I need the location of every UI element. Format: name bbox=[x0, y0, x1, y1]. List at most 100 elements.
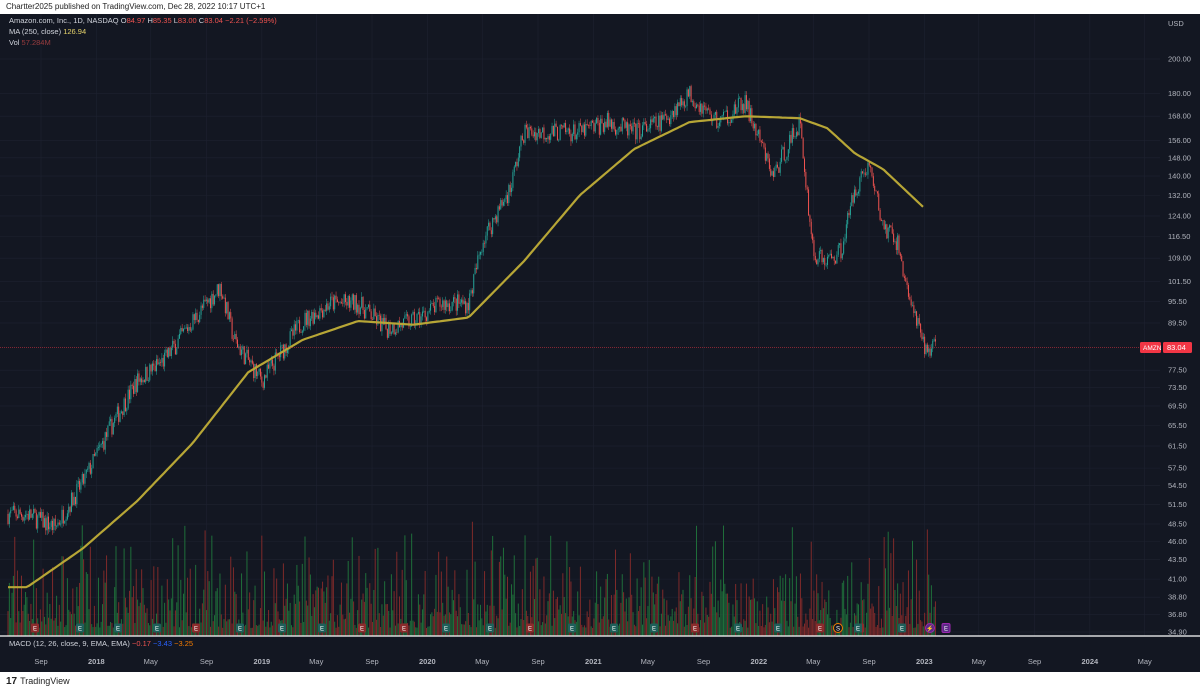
brand-text[interactable]: TradingView bbox=[20, 676, 70, 686]
legend-volume[interactable]: Vol 57.284M bbox=[9, 38, 51, 47]
event-marker-12[interactable]: E bbox=[526, 623, 534, 633]
volume-bar-229 bbox=[316, 586, 318, 636]
candle-222 bbox=[307, 310, 309, 330]
candle-675 bbox=[918, 313, 920, 326]
candle-322 bbox=[442, 297, 444, 310]
price-axis[interactable]: 200.00 180.00 168.00 156.00 148.00 140.00 132.… bbox=[1140, 19, 1192, 637]
chart-area[interactable]: EEEEEEEEEEEEEEEEEEEEESEE⚡E 200.00180.001… bbox=[0, 14, 1200, 672]
price-chart[interactable]: EEEEEEEEEEEEEEEEEEEEESEE⚡E 200.00180.001… bbox=[0, 14, 1200, 672]
event-marker-4[interactable]: E bbox=[192, 623, 200, 633]
volume-bar-279 bbox=[384, 581, 386, 636]
tradingview-logo-icon[interactable]: 17 bbox=[6, 676, 18, 687]
price-tick-1: 180.00 bbox=[1168, 89, 1191, 98]
candle-371 bbox=[508, 183, 510, 207]
volume-bar-136 bbox=[191, 627, 193, 636]
event-marker-10[interactable]: E bbox=[442, 623, 450, 633]
volume-bar-463 bbox=[632, 612, 634, 636]
legend-ma[interactable]: MA (250, close) 126.94 bbox=[9, 27, 86, 36]
volume-bar-114 bbox=[161, 585, 163, 636]
event-marker-11[interactable]: E bbox=[486, 623, 494, 633]
event-marker-23[interactable]: E bbox=[898, 623, 906, 633]
candle-677 bbox=[921, 329, 923, 341]
event-marker-8[interactable]: E bbox=[358, 623, 366, 633]
volume-bar-363 bbox=[497, 618, 499, 636]
volume-bar-340 bbox=[466, 569, 468, 636]
volume-bar-486 bbox=[663, 598, 665, 636]
candle-51 bbox=[76, 480, 78, 509]
candle-236 bbox=[326, 298, 328, 315]
candle-416 bbox=[569, 124, 571, 137]
candle-73 bbox=[106, 427, 108, 441]
volume-bar-314 bbox=[431, 612, 433, 636]
event-marker-18[interactable]: E bbox=[774, 623, 782, 633]
event-marker-9[interactable]: E bbox=[400, 623, 408, 633]
candle-297 bbox=[408, 314, 410, 329]
price-tick-6: 132.00 bbox=[1168, 191, 1191, 200]
event-marker-19[interactable]: E bbox=[816, 623, 824, 633]
event-marker-6[interactable]: E bbox=[278, 623, 286, 633]
event-marker-2[interactable]: E bbox=[114, 623, 122, 633]
event-marker-7[interactable]: E bbox=[318, 623, 326, 633]
candle-323 bbox=[443, 299, 445, 314]
candle-329 bbox=[451, 301, 453, 312]
volume-bar-553 bbox=[754, 598, 756, 636]
candle-29 bbox=[46, 511, 48, 536]
candle-647 bbox=[880, 218, 882, 222]
volume-bar-316 bbox=[434, 608, 436, 636]
candle-680 bbox=[925, 343, 927, 356]
volume-bar-70 bbox=[102, 604, 103, 636]
volume-bar-63 bbox=[92, 627, 94, 636]
candle-137 bbox=[192, 312, 194, 331]
price-tick-26: 36.80 bbox=[1168, 610, 1187, 619]
event-marker-0[interactable]: E bbox=[31, 623, 39, 633]
candle-608 bbox=[828, 254, 830, 259]
volume-bar-100 bbox=[142, 588, 144, 636]
event-marker-25[interactable]: E bbox=[941, 623, 951, 633]
volume-bar-383 bbox=[524, 535, 526, 636]
event-marker-1[interactable]: E bbox=[76, 623, 84, 633]
event-marker-17[interactable]: E bbox=[734, 623, 742, 633]
volume-bar-139 bbox=[195, 564, 197, 636]
volume-bar-120 bbox=[169, 610, 171, 636]
volume-bar-354 bbox=[485, 611, 487, 636]
candle-678 bbox=[922, 332, 924, 343]
candle-378 bbox=[517, 153, 519, 168]
volume-bar-582 bbox=[793, 626, 795, 636]
candle-103 bbox=[146, 366, 148, 382]
candle-664 bbox=[903, 273, 905, 281]
candle-74 bbox=[107, 424, 109, 441]
event-marker-21[interactable]: S bbox=[833, 623, 843, 633]
event-marker-15[interactable]: E bbox=[650, 623, 658, 633]
candle-446 bbox=[609, 117, 611, 127]
candle-496 bbox=[677, 99, 679, 118]
legend-macd[interactable]: MACD (12, 26, close, 9, EMA, EMA) −0.17 … bbox=[9, 639, 193, 648]
event-marker-24[interactable]: ⚡ bbox=[925, 623, 935, 633]
candle-539 bbox=[735, 99, 737, 114]
volume-bar-222 bbox=[307, 605, 309, 636]
candle-640 bbox=[871, 166, 873, 178]
event-marker-22[interactable]: E bbox=[854, 623, 862, 633]
candle-379 bbox=[519, 145, 521, 162]
candle-121 bbox=[170, 345, 172, 359]
event-marker-14[interactable]: E bbox=[610, 623, 618, 633]
event-marker-3[interactable]: E bbox=[153, 623, 161, 633]
candle-46 bbox=[69, 505, 71, 516]
candle-593 bbox=[808, 186, 810, 217]
candle-231 bbox=[319, 305, 321, 321]
time-tick-1: 2018 bbox=[88, 657, 105, 666]
candle-448 bbox=[612, 119, 614, 133]
volume-bar-252 bbox=[347, 561, 349, 636]
event-marker-13[interactable]: E bbox=[568, 623, 576, 633]
event-markers[interactable]: EEEEEEEEEEEEEEEEEEEEESEE⚡E bbox=[31, 623, 951, 633]
volume-bar-577 bbox=[786, 620, 788, 636]
time-axis[interactable]: Sep 2018 May Sep 2019 May Sep 2020 May Sep 2021 May… bbox=[34, 657, 1152, 666]
event-label-5: E bbox=[238, 627, 242, 633]
candle-328 bbox=[450, 306, 452, 313]
last-price-tag[interactable]: AMZN 83.04 bbox=[1140, 341, 1192, 353]
candle-635 bbox=[864, 168, 866, 178]
volume-bar-441 bbox=[602, 616, 604, 636]
event-marker-5[interactable]: E bbox=[236, 623, 244, 633]
volume-bar-390 bbox=[534, 599, 535, 636]
event-marker-16[interactable]: E bbox=[691, 623, 699, 633]
candle-308 bbox=[423, 306, 425, 314]
